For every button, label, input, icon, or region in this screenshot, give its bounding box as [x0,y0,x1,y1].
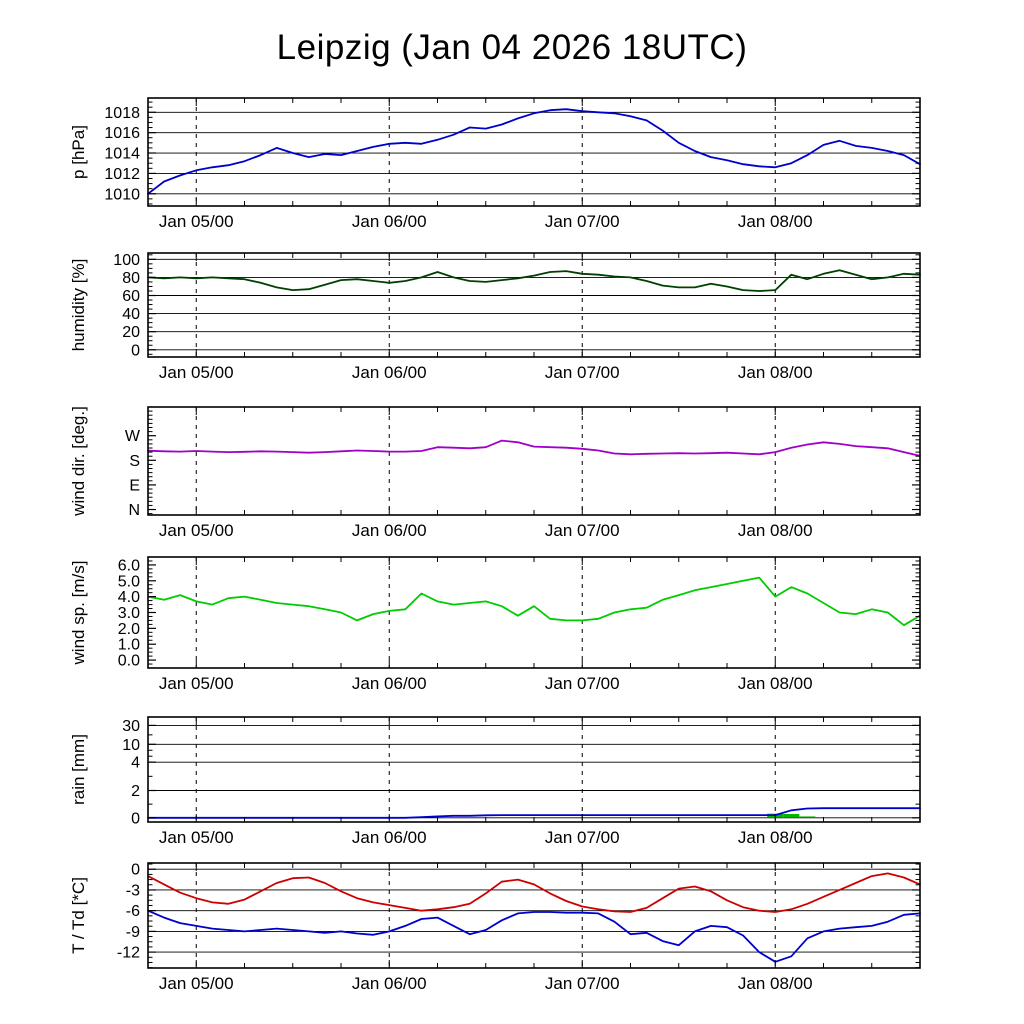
wind-direction-ytick-label: E [129,477,140,494]
series-wind-direction [147,439,921,457]
rain-xtick-label: Jan 06/00 [352,828,427,847]
pressure-xtick-label: Jan 06/00 [352,212,427,231]
wind-direction-xtick-label: Jan 08/00 [738,521,813,540]
temperature-xtick-label: Jan 08/00 [738,974,813,993]
humidity-xtick-label: Jan 08/00 [738,363,813,382]
wind-direction-ytick-label: W [125,428,141,445]
wind-direction-frame [147,406,921,516]
humidity-ytick-label: 60 [122,288,140,305]
pressure-ytick-label: 1014 [104,146,140,163]
wind-speed-ytick-label: 4.0 [118,589,140,606]
temperature-xtick-label: Jan 07/00 [545,974,620,993]
wind-speed-xtick-label: Jan 08/00 [738,674,813,693]
humidity-xtick-label: Jan 07/00 [545,363,620,382]
panel-temperature: 0 -3 -6 -9 -12 T / Td [*C] Jan 05/00 Jan 06/00 J… [69,862,921,993]
chart-title: Leipzig (Jan 04 2026 18UTC) [276,28,748,67]
series-rain-rate-bars [783,813,800,818]
rain-ytick-label: 10 [122,737,140,754]
rain-ylabel: rain [mm] [69,734,88,805]
series-rain-accumulated [147,807,921,819]
wind-direction-xtick-label: Jan 06/00 [352,521,427,540]
humidity-ytick-label: 20 [122,324,140,341]
temperature-ytick-label: -3 [126,882,140,899]
temperature-xtick-label: Jan 06/00 [352,974,427,993]
rain-xtick-label: Jan 08/00 [738,828,813,847]
wind-speed-xtick-label: Jan 06/00 [352,674,427,693]
rain-ytick-label: 2 [131,783,140,800]
wind-speed-ytick-label: 5.0 [118,573,140,590]
series-pressure [147,108,921,195]
wind-speed-frame [147,556,921,669]
pressure-ytick-label: 1018 [104,105,140,122]
wind-direction-ytick-label: N [128,502,140,519]
temperature-ytick-label: -6 [126,903,140,920]
humidity-xtick-label: Jan 06/00 [352,363,427,382]
pressure-ytick-label: 1010 [104,186,140,203]
temperature-ytick-label: 0 [131,862,140,879]
rain-xtick-label: Jan 05/00 [159,828,234,847]
temperature-ylabel: T / Td [*C] [69,877,88,954]
pressure-xtick-label: Jan 07/00 [545,212,620,231]
rain-ytick-label: 0 [131,810,140,827]
wind-speed-ytick-label: 0.0 [118,653,140,670]
pressure-ytick-label: 1016 [104,125,140,142]
temperature-ytick-label: -9 [126,924,140,941]
pressure-xtick-label: Jan 05/00 [159,212,234,231]
humidity-frame [147,252,921,358]
humidity-xtick-label: Jan 05/00 [159,363,234,382]
temperature-ytick-label: -12 [117,945,140,962]
series-wind-speed [147,576,921,627]
pressure-xtick-label: Jan 08/00 [738,212,813,231]
series-rain-rate-bars [799,816,816,818]
wind-direction-ytick-label: S [129,453,140,470]
series-humidity [147,269,921,292]
humidity-ylabel: humidity [%] [69,259,88,352]
pressure-ylabel: p [hPa] [69,125,88,179]
rain-ytick-label: 30 [122,718,140,735]
temperature-frame [147,862,921,969]
rain-ytick-label: 4 [131,755,140,772]
wind-direction-ylabel: wind dir. [deg.] [69,406,88,517]
humidity-ytick-label: 100 [113,252,140,269]
wind-speed-ytick-label: 2.0 [118,621,140,638]
wind-speed-xtick-label: Jan 05/00 [159,674,234,693]
humidity-ytick-label: 0 [131,342,140,359]
pressure-frame [147,97,921,207]
wind-direction-xtick-label: Jan 05/00 [159,521,234,540]
rain-frame [147,716,921,823]
wind-speed-ytick-label: 6.0 [118,557,140,574]
rain-xtick-label: Jan 07/00 [545,828,620,847]
series-temperature [147,872,921,913]
temperature-xtick-label: Jan 05/00 [159,974,234,993]
wind-direction-xtick-label: Jan 07/00 [545,521,620,540]
wind-speed-ylabel: wind sp. [m/s] [69,561,88,666]
wind-speed-ytick-label: 1.0 [118,637,140,654]
humidity-ytick-label: 40 [122,306,140,323]
panel-rain: 0 2 410 30 rain [mm] Jan 05/00 Jan 06/00 Jan 07… [69,716,921,847]
wind-speed-xtick-label: Jan 07/00 [545,674,620,693]
pressure-ytick-label: 1012 [104,166,140,183]
wind-speed-ytick-label: 3.0 [118,605,140,622]
humidity-ytick-label: 80 [122,270,140,287]
series-dewpoint [147,909,921,963]
panel-pressure: 1010 1012 1014 1016 1018 p [hPa] Jan 05/00 Jan … [69,97,921,231]
panel-wind-speed: 0.01.02.03.04.05.06.0 wind sp. [m/s] Jan 0… [69,556,921,693]
